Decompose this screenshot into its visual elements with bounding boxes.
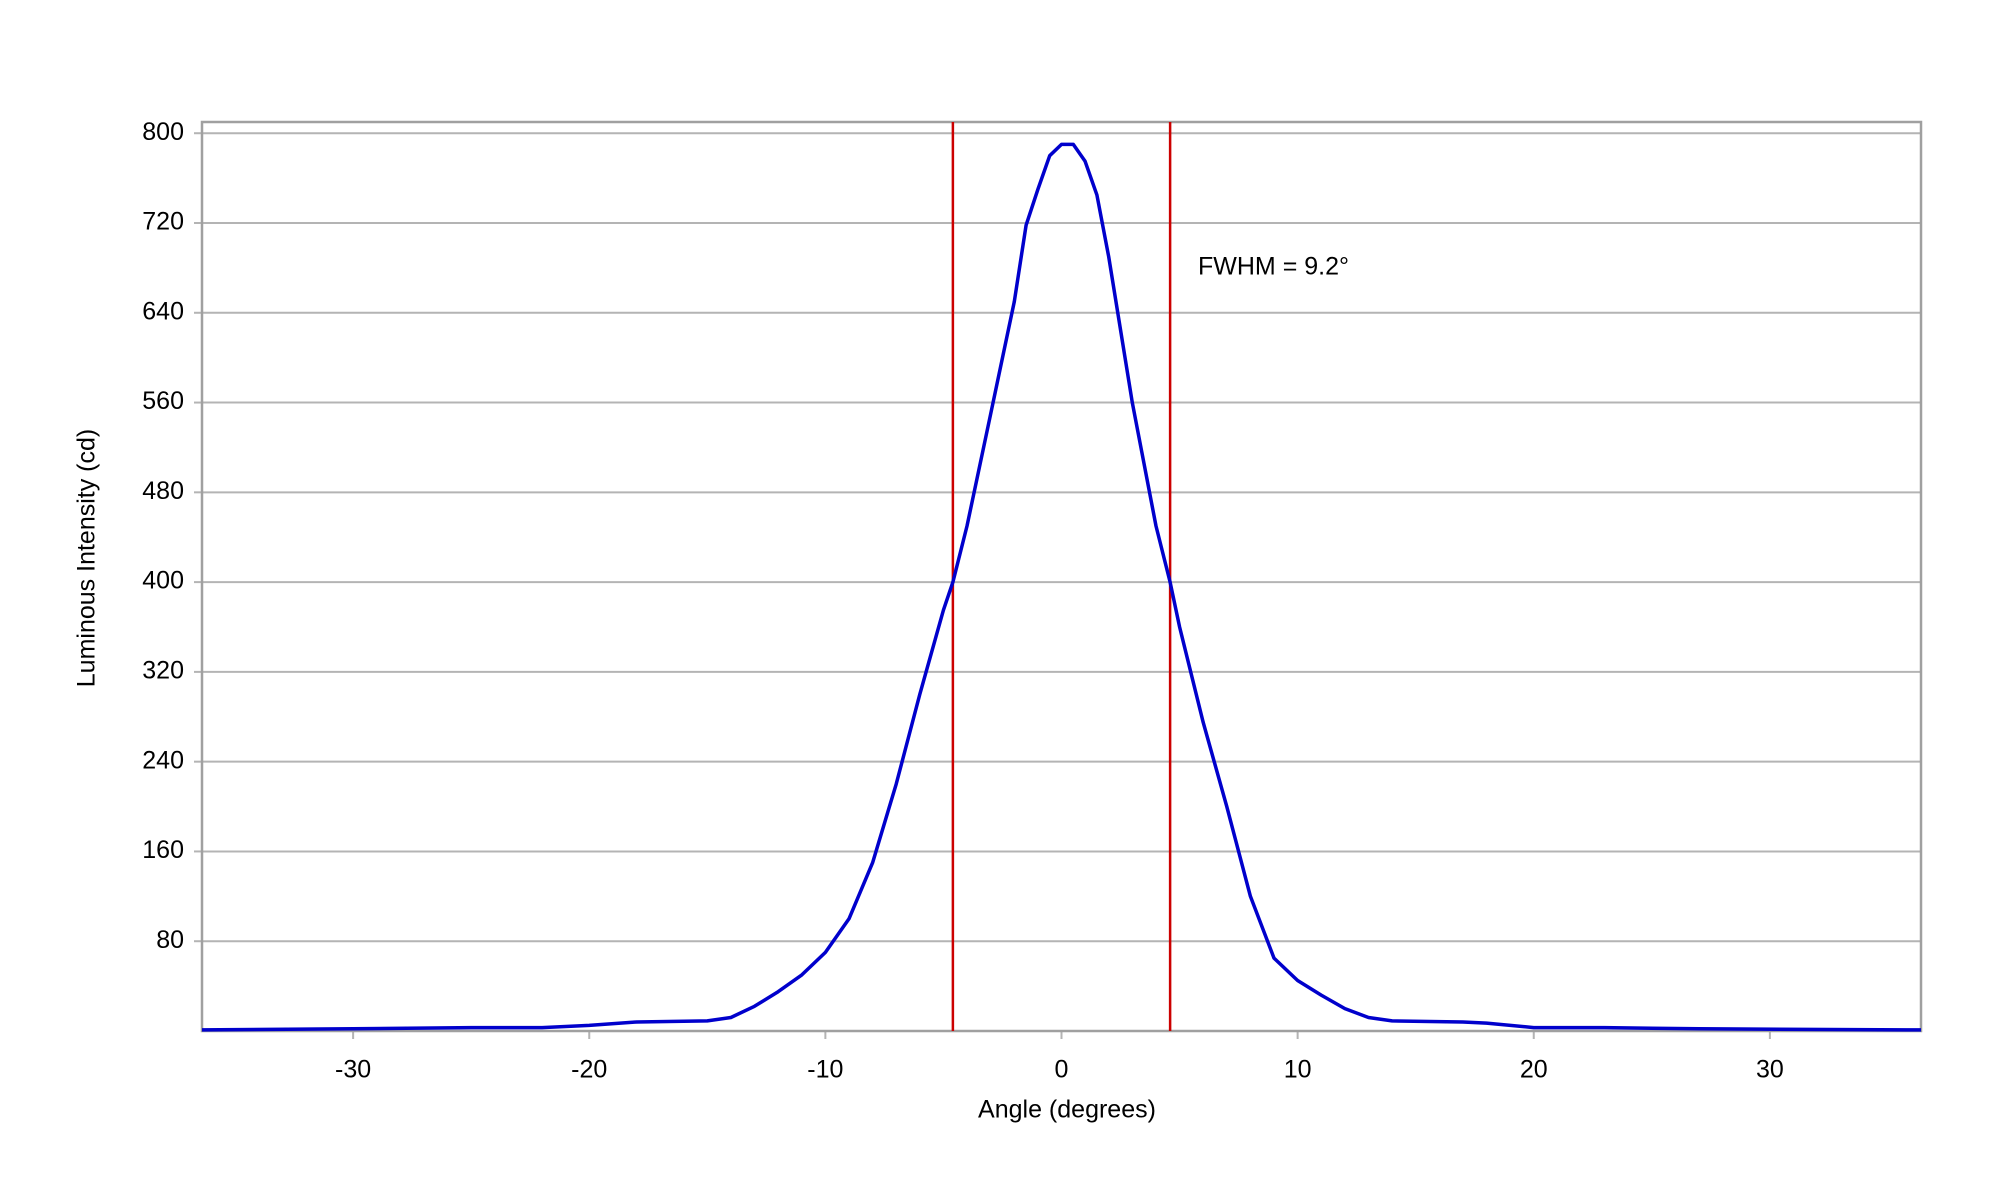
x-axis-label: Angle (degrees) (978, 1096, 1156, 1124)
y-tick-label: 320 (142, 656, 184, 684)
data-line (201, 142, 1922, 1032)
x-tick-label: -30 (335, 1056, 371, 1084)
x-tick-label: -20 (571, 1056, 607, 1084)
y-tick-label: 800 (142, 118, 184, 146)
y-tick-label: 80 (156, 926, 184, 954)
y-tick-label: 640 (142, 297, 184, 325)
annotation: FWHM = 9.2° (1198, 253, 1349, 281)
x-tick-label: 30 (1756, 1056, 1784, 1084)
y-tick-label: 480 (142, 477, 184, 505)
y-tick-label: 560 (142, 387, 184, 415)
x-tick-label: -10 (807, 1056, 843, 1084)
plot-frame (200, 120, 1923, 1033)
y-tick-label: 720 (142, 208, 184, 236)
y-tick-label: 400 (142, 567, 184, 595)
x-tick-label: 0 (1055, 1056, 1069, 1084)
x-tick-label: 20 (1520, 1056, 1548, 1084)
y-tick-label: 240 (142, 746, 184, 774)
y-tick-label: 160 (142, 836, 184, 864)
x-tick-label: 10 (1284, 1056, 1312, 1084)
y-axis-label: Luminous Intensity (cd) (73, 429, 101, 687)
